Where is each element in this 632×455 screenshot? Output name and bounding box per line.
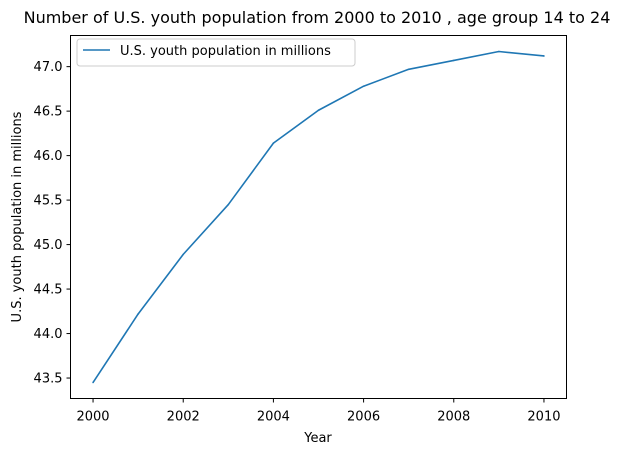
x-axis-label: Year	[303, 431, 332, 446]
data-point-2004	[272, 142, 275, 144]
x-tick-label: 2006	[347, 410, 380, 425]
y-tick-label: 45.0	[34, 238, 63, 253]
x-tick-label: 2008	[437, 410, 470, 425]
legend: U.S. youth population in millions	[76, 38, 356, 67]
data-point-2006	[362, 85, 365, 88]
y-tick-label: 44.0	[34, 327, 63, 342]
series-points	[92, 50, 545, 384]
plot-area-frame	[70, 35, 567, 399]
y-tick-label: 45.5	[34, 194, 63, 209]
x-tick-label: 2000	[76, 410, 109, 425]
data-point-2009	[498, 50, 500, 53]
data-point-2010	[543, 55, 545, 57]
x-axis: 2000 2002 2004 2006 2008 2010	[76, 398, 561, 425]
data-point-2008	[452, 59, 455, 62]
legend-entry-label: U.S. youth population in millions	[120, 44, 331, 59]
chart-title: Number of U.S. youth population from 200…	[24, 8, 611, 27]
data-point-2003	[227, 203, 230, 206]
x-tick-label: 2002	[167, 410, 200, 425]
y-tick-label: 44.5	[34, 283, 63, 298]
y-tick-label: 46.0	[34, 149, 63, 164]
y-tick-label: 43.5	[34, 372, 63, 387]
series-line-youth-population	[92, 50, 545, 383]
data-point-2005	[317, 109, 320, 112]
y-axis-label: U.S. youth population in millions	[10, 111, 25, 322]
x-tick-label: 2004	[257, 410, 290, 425]
y-tick-label: 47.0	[34, 60, 63, 75]
data-point-2002	[182, 253, 185, 256]
data-point-2007	[407, 68, 410, 71]
data-point-2000	[92, 381, 94, 384]
data-point-2001	[137, 313, 139, 315]
x-tick-label: 2010	[527, 410, 560, 425]
y-tick-label: 46.5	[34, 105, 63, 120]
y-axis: 43.5 44.0 44.5 45.0 45.5 46.0 46.5 47.0	[34, 60, 71, 387]
legend-box	[76, 38, 356, 67]
